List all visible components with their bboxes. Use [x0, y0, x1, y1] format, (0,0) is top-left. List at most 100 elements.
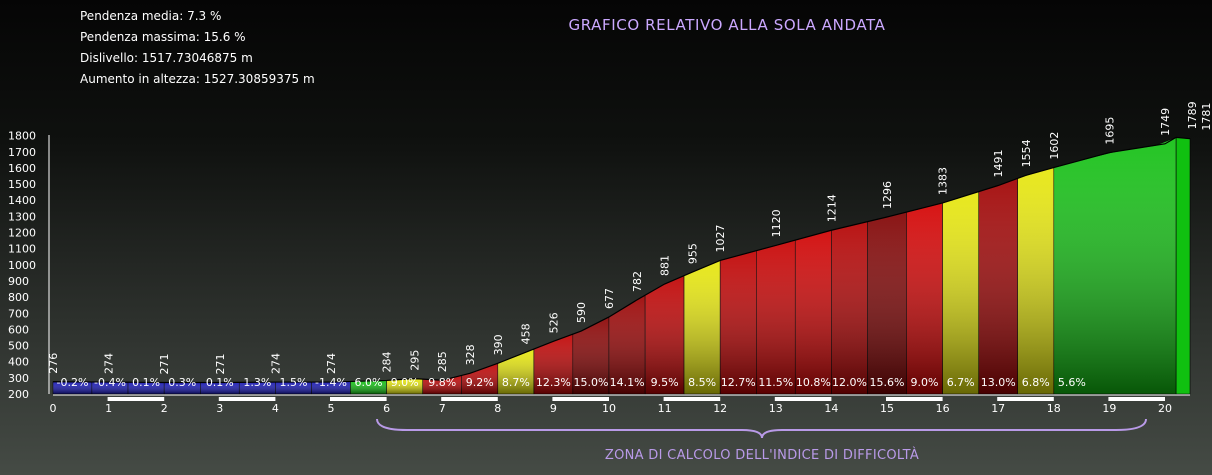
y-tick-label: 1100 [8, 243, 36, 256]
elevation-label: 328 [464, 344, 477, 365]
grade-label: -1.4% [315, 376, 347, 389]
elevation-label: 1554 [1020, 139, 1033, 167]
elevation-label: 1781 [1200, 103, 1212, 131]
x-tick-label: 13 [769, 402, 783, 415]
grade-label: 9.2% [466, 376, 494, 389]
grade-label: 9.8% [428, 376, 456, 389]
x-scale-bar [886, 397, 943, 401]
y-tick-label: 600 [8, 323, 29, 336]
segment-shade [461, 363, 498, 394]
segment-shade [831, 221, 868, 394]
x-tick-label: 10 [602, 402, 616, 415]
grade-label: 12.0% [832, 376, 867, 389]
elevation-gain-text: Aumento in altezza: 1527.30859375 m [80, 72, 315, 86]
elevation-label: 1789 [1186, 101, 1199, 129]
zone-label: ZONA DI CALCOLO DELL'INDICE DI DIFFICOLT… [605, 447, 919, 463]
elevation-label: 458 [520, 323, 533, 344]
x-scale-bar [1108, 397, 1165, 401]
elevation-labels: 276 274 271 271 274 274 284 295 285 328 390 458 526 5… [47, 101, 1212, 374]
segment-shade [1053, 137, 1177, 394]
x-scale-bar [218, 397, 276, 401]
elevation-label: 271 [158, 354, 171, 375]
grade-label: 6.0% [355, 376, 383, 389]
grade-label: 8.7% [502, 376, 530, 389]
grade-label: 0.1% [206, 376, 234, 389]
elevation-label: 1027 [714, 224, 727, 252]
avg-grade-text: Pendenza media: 7.3 % [80, 9, 222, 23]
segment-shade [275, 382, 312, 394]
y-tick-label: 800 [8, 291, 29, 304]
elevation-label: 274 [103, 353, 116, 374]
elevation-label: 1214 [825, 194, 838, 222]
grade-label: -0.2% [56, 376, 88, 389]
x-tick-label: 7 [439, 402, 446, 415]
segment-shade [350, 380, 387, 394]
y-tick-label: 1600 [8, 162, 36, 175]
y-tick-label: 1700 [8, 146, 36, 159]
elevation-label: 1491 [992, 150, 1005, 178]
y-tick-label: 1300 [8, 210, 36, 223]
segment-shade [128, 382, 165, 394]
grade-label: 5.6% [1058, 376, 1086, 389]
elevation-label: 285 [436, 351, 449, 372]
elevation-label: 274 [325, 353, 338, 374]
elevation-label: 390 [492, 334, 505, 355]
grade-label: 0.3% [168, 376, 196, 389]
x-tick-label: 20 [1158, 402, 1172, 415]
elevation-label: 1695 [1103, 117, 1116, 145]
x-tick-label: 3 [216, 402, 223, 415]
x-scale-bar [774, 397, 832, 401]
grade-label: 11.5% [758, 376, 793, 389]
segment-shade [386, 378, 423, 394]
elevation-label: 1120 [770, 209, 783, 237]
segment-shade [645, 275, 685, 394]
x-tick-label: 6 [383, 402, 390, 415]
x-scale-bar [107, 397, 165, 401]
segment-shade [572, 316, 609, 394]
segment-shade [720, 250, 757, 394]
segment-shade [311, 381, 351, 394]
x-tick-label: 14 [824, 402, 838, 415]
elevation-label: 284 [381, 351, 394, 372]
x-scale-bar [997, 397, 1054, 401]
x-tick-label: 4 [272, 402, 279, 415]
profile-fills [52, 136, 1191, 395]
x-tick-label: 9 [550, 402, 557, 415]
elevation-label: 881 [659, 255, 672, 276]
grade-label: 6.7% [947, 376, 975, 389]
difficulty-zone: ZONA DI CALCOLO DELL'INDICE DI DIFFICOLT… [376, 418, 1147, 463]
y-tick-label: 700 [8, 307, 29, 320]
elevation-label: 590 [575, 302, 588, 323]
grade-label: 15.0% [573, 376, 608, 389]
segment-shade [684, 260, 721, 394]
x-tick-label: 19 [1102, 402, 1116, 415]
x-tick-label: 5 [328, 402, 335, 415]
elevation-label: 955 [686, 243, 699, 264]
grade-label: 10.8% [796, 376, 831, 389]
x-axis: 0 1 2 3 4 5 6 7 8 9 10 11 12 13 14 15 16 17 18 19 20 [50, 394, 1191, 415]
segment-shade [795, 230, 832, 394]
segment-shade [609, 295, 646, 394]
y-tick-label: 1200 [8, 227, 36, 240]
x-scale-bar [663, 397, 721, 401]
elevation-label: 1296 [881, 181, 894, 209]
y-tick-label: 200 [8, 388, 29, 401]
x-tick-label: 16 [936, 402, 950, 415]
segment-shade [756, 240, 796, 394]
grade-label: 14.1% [610, 376, 645, 389]
grade-label: 8.5% [688, 376, 716, 389]
elevation-label: 271 [214, 354, 227, 375]
y-tick-label: 900 [8, 275, 29, 288]
y-tick-label: 1000 [8, 259, 36, 272]
grade-label: 13.0% [981, 376, 1016, 389]
grade-label: -0.4% [94, 376, 126, 389]
chart-title: GRAFICO RELATIVO ALLA SOLA ANDATA [569, 16, 886, 34]
y-axis: 200 300 400 500 600 700 800 900 1000 1100 1200 1300… [8, 130, 50, 401]
segment-shade [200, 382, 240, 394]
y-tick-label: 300 [8, 372, 29, 385]
x-tick-label: 8 [494, 402, 501, 415]
grade-label: 1.5% [279, 376, 307, 389]
x-tick-label: 1 [105, 402, 112, 415]
segment-shade [978, 178, 1018, 394]
